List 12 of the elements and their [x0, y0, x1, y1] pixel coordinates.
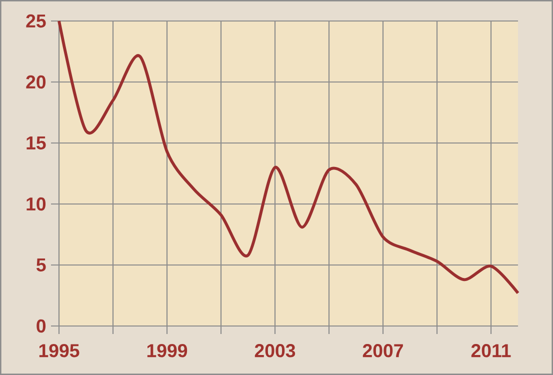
- x-tick-label: 1995: [39, 344, 80, 358]
- line-series: [58, 20, 520, 295]
- y-tick-label: 25: [26, 14, 46, 28]
- y-tick-label: 20: [26, 75, 46, 89]
- x-tick-label: 1999: [147, 344, 188, 358]
- x-tick-label: 2003: [254, 344, 296, 358]
- y-tick-label: 10: [26, 197, 46, 211]
- y-tick-label: 0: [36, 319, 46, 333]
- y-tick-label: 15: [26, 136, 46, 150]
- x-tick-label: 2011: [471, 344, 511, 358]
- x-tick-label: 2007: [362, 344, 403, 358]
- y-tick-label: 5: [36, 258, 46, 272]
